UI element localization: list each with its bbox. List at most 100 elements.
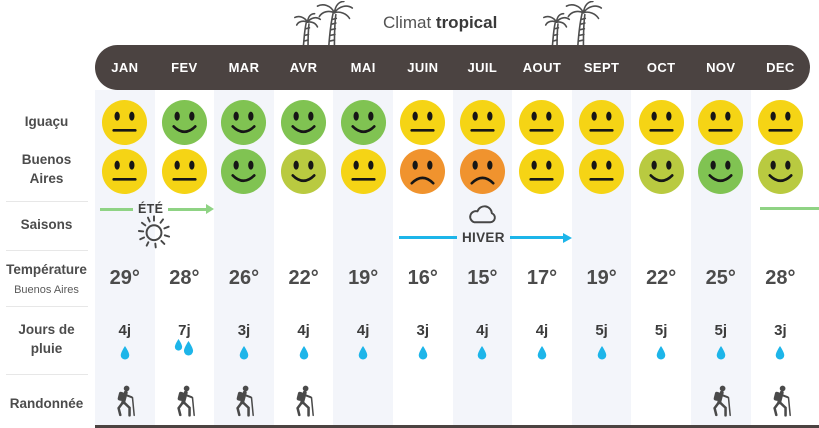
temperature-cell-mar: 26° (228, 267, 260, 289)
row-label-buenos-aires: Buenos Aires (21, 152, 72, 186)
happy-face-icon (161, 99, 207, 145)
raindrop-icon (776, 346, 785, 360)
column-stripe-juil (452, 90, 513, 425)
happy-face-icon (281, 99, 327, 145)
neutral-face-icon (757, 99, 803, 145)
raindrop-icon (239, 346, 249, 360)
buenos-aires-mood-sept (572, 148, 632, 200)
month-header-nov: NOV (706, 60, 736, 75)
raindrop-icon (656, 346, 666, 360)
rain-cell-juin: 3j (393, 321, 453, 360)
temperature-cell-fev: 28° (169, 267, 200, 289)
month-header-fev: FEV (171, 60, 198, 75)
month-header-aout: AOUT (522, 60, 562, 75)
rain-cell-mar: 3j (214, 321, 274, 360)
row-label-hiking: Randonnée (9, 396, 84, 411)
neutral-face-icon (161, 148, 207, 194)
row-sublabel-buenos-aires: Buenos Aires (14, 284, 79, 296)
hiker-icon (177, 385, 195, 417)
raindrop-icon (120, 346, 130, 360)
rain-cell-avr: 4j (274, 321, 334, 360)
month-header-sept: SEPT (583, 60, 620, 75)
raindrop-icon (478, 346, 487, 360)
buenos-aires-mood-oct (631, 148, 691, 200)
neutral-face-icon (638, 99, 684, 145)
summer-return-line (760, 207, 819, 210)
temperature-cell-oct: 22° (646, 267, 677, 289)
buenos-aires-mood-nov (691, 148, 751, 200)
winter-label: HIVER (462, 230, 505, 245)
row-label-saisons: Saisons (20, 217, 73, 232)
winter-arrow: HIVER (399, 230, 572, 245)
neutral-face-icon (400, 99, 446, 145)
summer-label: ÉTÉ (138, 202, 164, 216)
iguacu-mood-juil (453, 99, 513, 151)
iguacu-mood-jan (95, 99, 155, 151)
iguacu-mood-avr (274, 99, 334, 151)
month-header-avr: AVR (289, 60, 318, 75)
hiking-cell-fev (155, 385, 215, 422)
month-header-bar: JAN FEV MAR AVR MAI JUIN JUIL AOUT SEPT OCT NOV DEC (95, 45, 810, 90)
buenos-aires-mood-juin (393, 148, 453, 200)
rain-cell-mai: 4j (333, 321, 393, 360)
buenos-aires-mood-aout (512, 148, 572, 200)
happy-face-icon (281, 148, 327, 194)
buenos-aires-mood-avr (274, 148, 334, 200)
cloud-icon (469, 205, 496, 224)
temperature-cell-avr: 22° (288, 267, 319, 289)
column-stripe-mar (214, 90, 274, 425)
temperature-cell-dec: 28° (765, 267, 796, 289)
neutral-face-icon (698, 99, 744, 145)
column-stripe-sept (571, 90, 632, 425)
neutral-face-icon (340, 148, 386, 194)
buenos-aires-mood-mar (214, 148, 274, 200)
happy-face-icon (221, 99, 267, 145)
rain-cell-dec: 3j (751, 321, 811, 360)
neutral-face-icon (102, 148, 148, 194)
label-divider (6, 250, 88, 251)
rain-cell-jan: 4j (95, 321, 155, 360)
rain-cell-oct: 5j (631, 321, 691, 360)
raindrop-icon (716, 346, 726, 360)
raindrop-icon (358, 346, 368, 360)
temperature-cell-aout: 17° (526, 267, 558, 289)
buenos-aires-mood-dec (751, 148, 811, 200)
row-label-rain: Jours de pluie (18, 322, 75, 356)
hiking-cell-avr (274, 385, 334, 422)
palm-trees-icon (543, 1, 603, 48)
hiker-icon (117, 385, 136, 417)
table-bottom-border (95, 425, 819, 428)
sad-face-icon (459, 148, 505, 194)
month-header-jan: JAN (111, 60, 139, 75)
column-stripe-jan (95, 90, 155, 425)
label-divider (6, 374, 88, 375)
happy-face-icon (638, 148, 684, 194)
label-divider (6, 306, 88, 307)
iguacu-mood-mar (214, 99, 274, 151)
neutral-face-icon (519, 99, 565, 145)
raindrop-icon (184, 341, 194, 356)
hiking-cell-nov (691, 385, 751, 422)
iguacu-mood-fev (155, 99, 215, 151)
happy-face-icon (340, 99, 386, 145)
buenos-aires-mood-mai (333, 148, 393, 200)
rain-cell-fev: 7j (155, 321, 215, 360)
sun-icon (137, 215, 171, 249)
month-header-dec: DEC (766, 60, 795, 75)
temperature-cell-juil: 15° (467, 267, 498, 289)
raindrop-icon (537, 346, 547, 360)
neutral-face-icon (579, 99, 625, 145)
iguacu-mood-mai (333, 99, 393, 151)
raindrop-icon (418, 346, 428, 360)
rain-cell-nov: 5j (691, 321, 751, 360)
page-title: Climat tropical (383, 13, 498, 32)
hiker-icon (773, 385, 791, 417)
temperature-cell-mai: 19° (348, 267, 379, 289)
buenos-aires-mood-fev (155, 148, 215, 200)
buenos-aires-mood-juil (453, 148, 513, 200)
hiker-icon (296, 385, 315, 417)
palm-trees-icon (294, 1, 354, 48)
happy-face-icon (698, 148, 744, 194)
buenos-aires-mood-jan (95, 148, 155, 200)
month-header-mar: MAR (228, 60, 260, 75)
